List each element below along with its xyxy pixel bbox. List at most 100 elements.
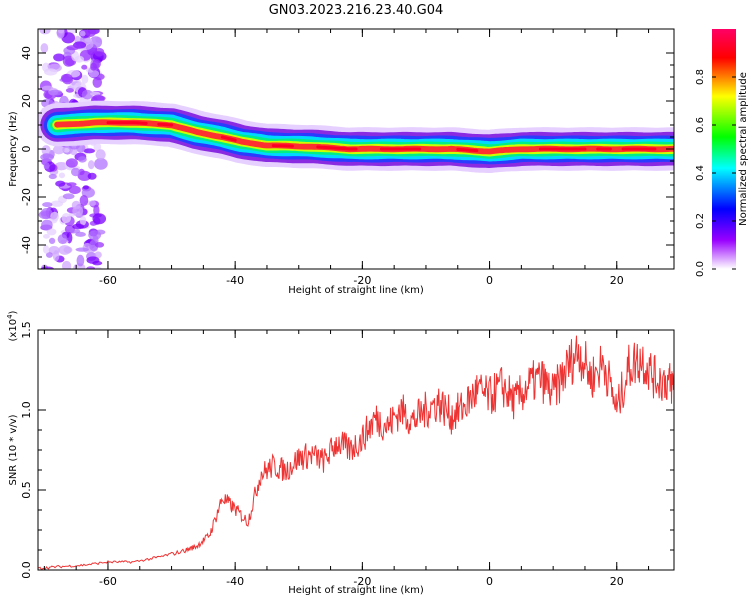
colorbar-tick-label: 0.2 — [695, 213, 706, 229]
spectrogram-noise-blob — [57, 234, 68, 245]
snr-xtick-label: -60 — [99, 575, 117, 588]
spectrogram-xtick-label: -60 — [99, 274, 117, 287]
colorbar-tick-label: 0.8 — [695, 69, 706, 85]
spectrogram-peak — [271, 144, 294, 148]
spectrogram-noise-blob — [50, 211, 60, 222]
snr-xtick-label: -40 — [226, 575, 244, 588]
svg-text:(x104): (x104) — [6, 310, 19, 341]
spectrogram-noise-blob — [93, 204, 100, 216]
snr-xlabel: Height of straight line (km) — [288, 585, 424, 596]
spectrogram-peak — [316, 145, 358, 151]
spectrogram-noise-blob — [40, 207, 53, 219]
spectrogram-noise-blob — [61, 260, 72, 269]
snr-panel: -60 -40 -20 0 20 0.0 0.5 1.0 1.5 Height of strai… — [6, 310, 675, 596]
snr-xtick-label: -20 — [353, 575, 371, 588]
spectrogram-noise-blob — [65, 88, 74, 93]
spectrogram-noise-blob — [41, 145, 51, 156]
spectrogram-noise-blob — [68, 185, 81, 195]
spectrogram-noise-blob — [62, 193, 75, 200]
spectrogram-noise-blob — [54, 161, 69, 171]
spectrogram-noise-blob — [81, 74, 89, 84]
spectrogram-noise-blob — [82, 185, 90, 190]
colorbar-label: Normalized spectral amplitude — [738, 72, 749, 226]
spectrogram-xtick-label: 0 — [486, 274, 493, 287]
spectrogram-noise-blob — [75, 247, 89, 252]
spectrogram-peak — [106, 121, 148, 125]
chart-title: GN03.2023.216.23.40.G04 — [269, 3, 444, 18]
spectrogram-noise-blob — [53, 53, 65, 62]
spectrogram-panel: -60 -40 -20 0 20 -40 -20 0 20 40 Height of straig… — [8, 28, 675, 296]
snr-xtick-label: 20 — [610, 575, 624, 588]
spectrogram-noise-blob — [66, 45, 80, 51]
spectrogram-noise-blob — [43, 234, 50, 239]
spectrogram-noise-blob — [50, 200, 64, 207]
spectrogram-xtick-label: 20 — [610, 274, 624, 287]
spectrogram-noise-blob — [46, 228, 57, 236]
colorbar-gradient — [712, 29, 736, 269]
spectrogram-noise-blob — [75, 231, 86, 237]
spectrogram-noise-blob — [42, 245, 50, 254]
spectrogram-xlabel: Height of straight line (km) — [288, 285, 424, 296]
snr-ytick-label: 0.5 — [20, 481, 33, 499]
spectrogram-noise-blob — [85, 29, 96, 37]
spectrogram-noise-blob — [83, 148, 96, 154]
spectrogram-ytick-label: 20 — [20, 94, 33, 108]
spectrogram-ticks: -60 -40 -20 0 20 -40 -20 0 20 40 — [20, 29, 674, 287]
snr-scale-label: (x104) — [6, 310, 19, 341]
snr-ytick-label: 1.5 — [20, 321, 33, 339]
spectrogram-noise-blob — [48, 237, 56, 245]
spectrogram-xtick-label: -20 — [353, 274, 371, 287]
spectrogram-noise-blob — [45, 252, 53, 258]
spectrogram-noise-blob — [89, 239, 99, 252]
spectrogram-peak — [220, 135, 237, 142]
spectrogram-noise-blob — [95, 149, 106, 160]
spectrogram-noise-blob — [77, 156, 87, 163]
spectrogram-noise-blob — [81, 64, 88, 70]
spectrogram-noise-blob — [55, 180, 66, 187]
spectrogram-noise-blob — [52, 145, 65, 155]
spectrogram-noise-blob — [79, 30, 86, 37]
spectrogram-noise-blob — [58, 172, 66, 179]
spectrogram-noise-blob — [65, 158, 78, 168]
spectrogram-noise-blob — [94, 242, 105, 248]
spectrogram-noise-blob — [92, 260, 103, 266]
colorbar-tick-label: 0.6 — [695, 117, 706, 133]
spectrogram-ytick-label: 40 — [20, 46, 33, 60]
spectrogram-noise-blob — [61, 32, 76, 44]
colorbar-tick-label: 0.4 — [695, 165, 706, 181]
snr-scale-base: (x10 — [8, 319, 19, 342]
snr-xtick-label: 0 — [486, 575, 493, 588]
snr-ytick-label: 1.0 — [20, 401, 33, 419]
spectrogram-ylabel: Frequency (Hz) — [8, 111, 19, 187]
spectrogram-ytick-label: -40 — [20, 236, 33, 254]
spectrogram-noise-blob — [92, 59, 101, 69]
spectrogram-noise-blob — [92, 213, 107, 225]
spectrogram-noise-blob — [88, 230, 102, 240]
spectrogram-noise-blob — [72, 223, 85, 230]
spectrogram-image — [38, 29, 674, 269]
spectrogram-noise-blob — [71, 167, 81, 177]
spectrogram-noise-blob — [69, 229, 81, 234]
spectrogram-noise-blob — [87, 160, 95, 170]
snr-ytick-label: 0.0 — [20, 561, 33, 579]
spectrogram-noise-blob — [40, 153, 54, 161]
spectrogram-noise-blob — [52, 250, 60, 262]
spectrogram-noise-blob — [40, 43, 49, 53]
spectrogram-noise-blob — [42, 202, 53, 208]
snr-scale-exp: 4 — [6, 314, 14, 319]
spectrogram-noise-blob — [79, 216, 87, 226]
spectrogram-noise-blob — [43, 162, 50, 170]
spectrogram-noise-blob — [44, 68, 58, 76]
spectrogram-noise-blob — [79, 195, 89, 206]
spectrogram-noise-blob — [63, 148, 70, 153]
snr-ylabel: SNR (10 * v/v) — [8, 414, 19, 485]
spectrogram-noise-blob — [94, 251, 102, 259]
spectrogram-noise-blob — [71, 200, 81, 210]
colorbar-tick-label: 0.0 — [695, 261, 706, 277]
spectrogram-noise-blob — [94, 47, 105, 57]
spectrogram-noise-blob — [81, 89, 93, 100]
spectrogram-noise-blob — [94, 157, 108, 170]
colorbar-ticks: 0.0 0.2 0.4 0.6 0.8 — [695, 69, 736, 277]
spectrogram-ytick-label: -20 — [20, 188, 33, 206]
